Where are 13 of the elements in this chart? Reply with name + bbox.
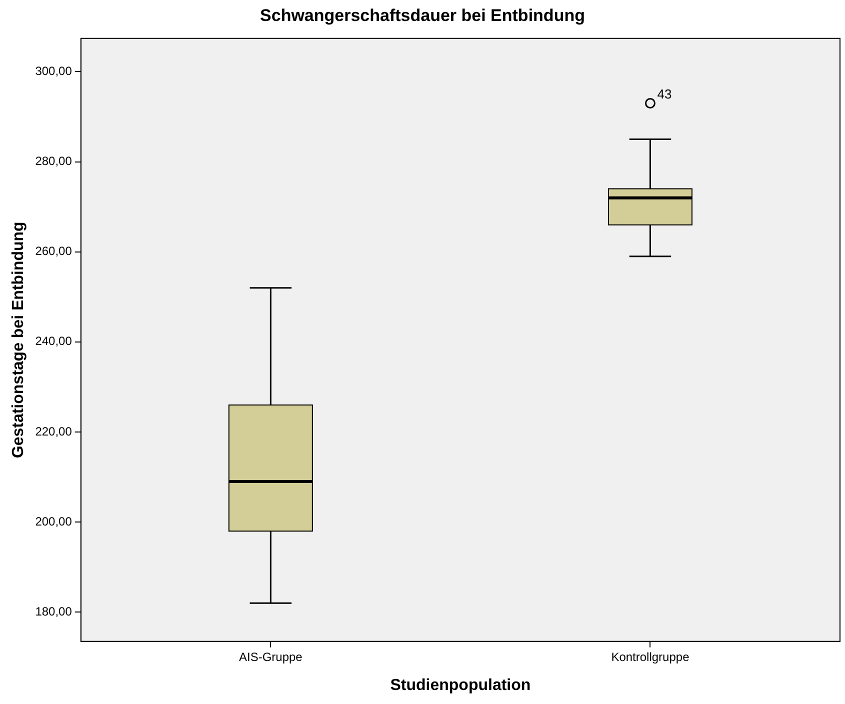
y-axis-title: Gestationstage bei Entbindung xyxy=(10,222,28,458)
y-tick-label: 280,00 xyxy=(35,154,72,168)
annotation: 43 xyxy=(657,86,672,102)
y-tick-label: 260,00 xyxy=(35,244,72,258)
chart-title: Schwangerschaftsdauer bei Entbindung xyxy=(260,6,585,25)
x-tick-label: Kontrollgruppe xyxy=(611,650,690,664)
y-tick-label: 220,00 xyxy=(35,424,72,438)
y-tick-label: 240,00 xyxy=(35,334,72,348)
y-tick-label: 300,00 xyxy=(35,64,72,78)
y-tick-label: 200,00 xyxy=(35,514,72,528)
x-axis-title: Studienpopulation xyxy=(390,676,531,694)
x-tick-label: AIS-Gruppe xyxy=(238,650,303,664)
y-tick-label: 180,00 xyxy=(35,604,72,618)
